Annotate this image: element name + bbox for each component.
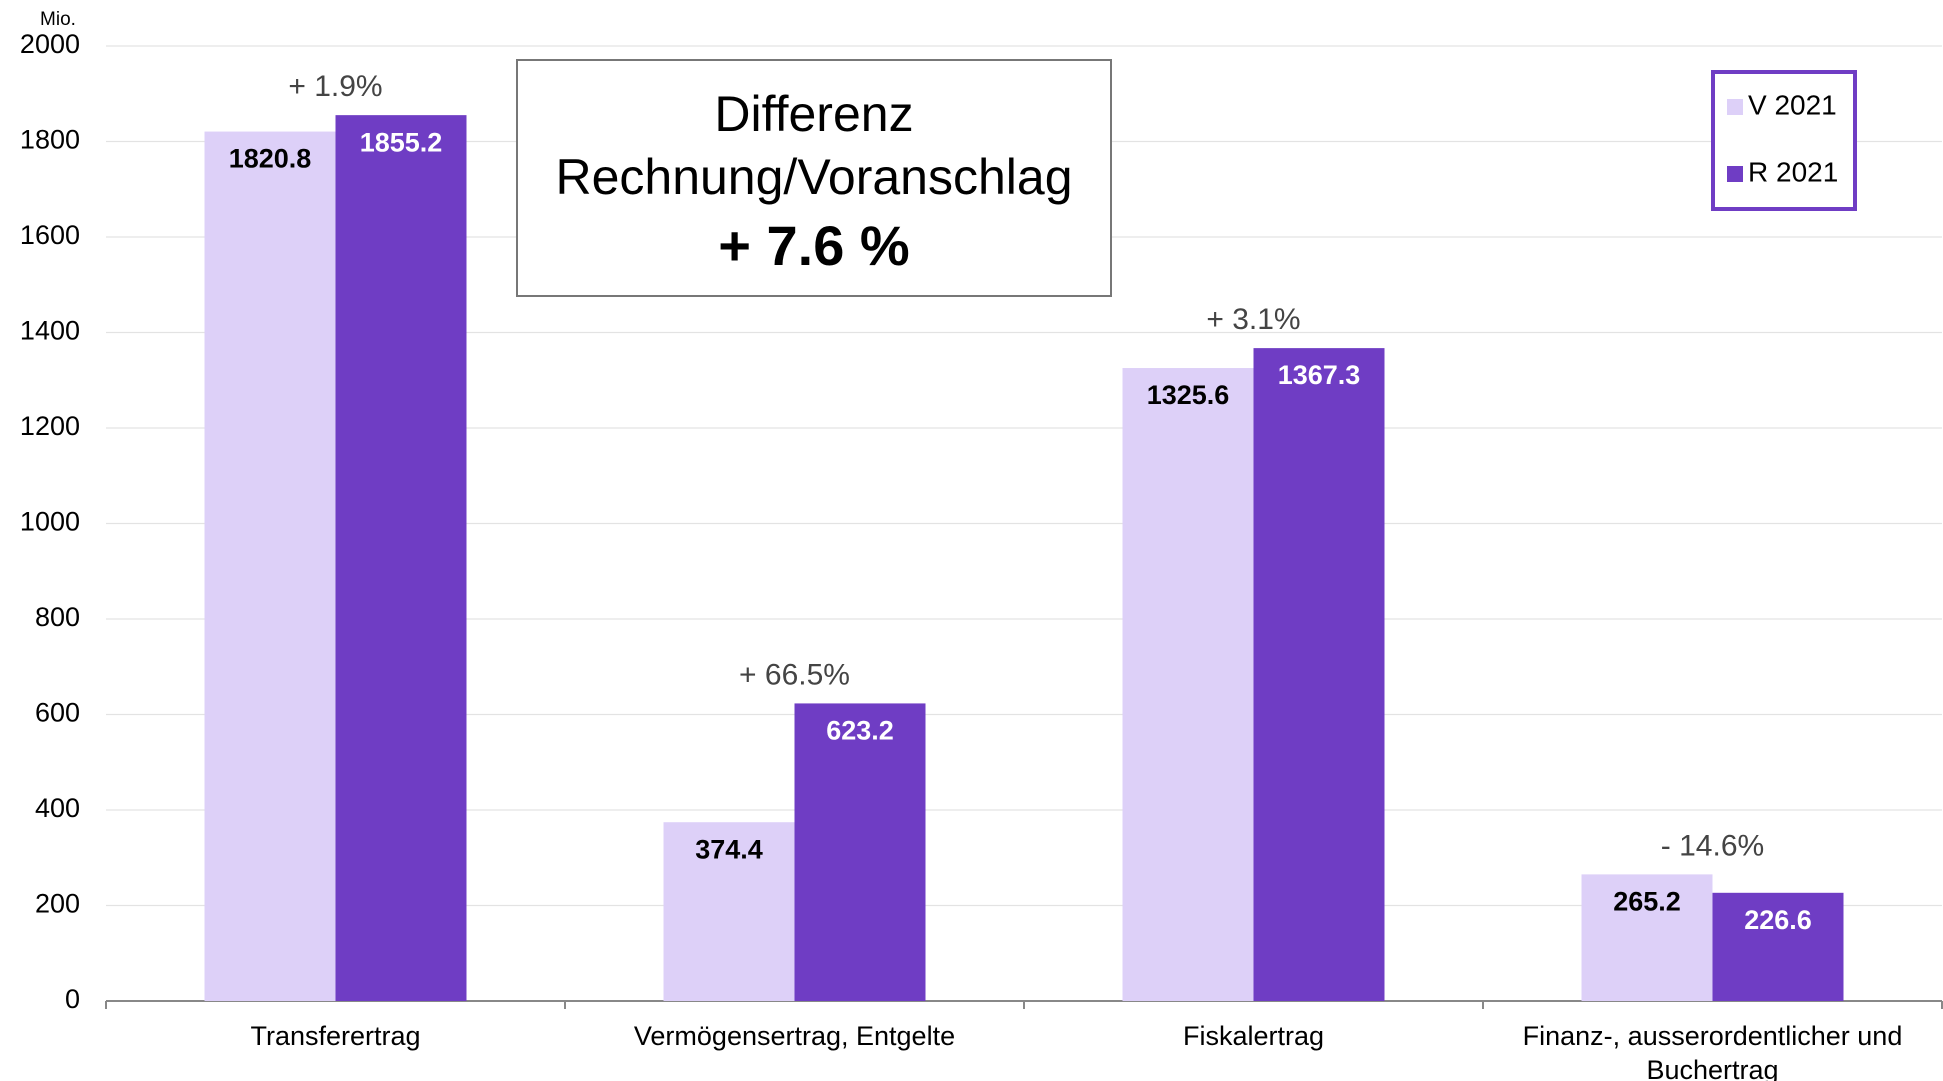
annotation: - 14.6% — [1661, 829, 1764, 862]
annotation: + 66.5% — [739, 658, 850, 691]
value-label: 1325.6 — [1147, 380, 1230, 410]
y-tick-label: 1200 — [20, 411, 80, 441]
value-label: 1820.8 — [229, 144, 312, 174]
bar — [1712, 892, 1844, 1001]
y-tick-label: 800 — [35, 602, 80, 632]
x-tick-label: Vermögensertrag, Entgelte — [633, 1021, 956, 1051]
y-tick-label: 200 — [35, 889, 80, 919]
value-label: 1855.2 — [360, 127, 443, 157]
y-tick-label: 2000 — [20, 29, 80, 59]
x-tick-label: Transferertrag — [250, 1021, 421, 1051]
legend-frame — [1711, 70, 1857, 211]
bar — [1581, 874, 1713, 1001]
x-tick-label: Finanz-, ausserordentlicher und Buchertr… — [1522, 1021, 1903, 1081]
bar — [1122, 368, 1254, 1001]
value-label: 374.4 — [695, 834, 763, 864]
value-label: 623.2 — [826, 716, 894, 746]
y-tick-label: 1000 — [20, 507, 80, 537]
bar — [794, 703, 926, 1001]
bar — [1253, 348, 1385, 1001]
bar — [204, 131, 336, 1001]
y-tick-label: 1800 — [20, 125, 80, 155]
bar — [663, 822, 795, 1001]
x-tick-label: Fiskalertrag — [1182, 1021, 1325, 1051]
textbox-line: Rechnung/Voranschlag — [555, 149, 1072, 205]
legend-label: V 2021 — [1748, 89, 1837, 120]
y-tick-label: 1600 — [20, 220, 80, 250]
value-label: 265.2 — [1613, 886, 1681, 916]
bar — [335, 115, 467, 1002]
annotation: + 1.9% — [288, 70, 382, 103]
textbox-line: Differenz — [714, 86, 913, 142]
value-label: 226.6 — [1744, 905, 1812, 935]
legend-swatch — [1727, 99, 1743, 115]
textbox-line: + 7.6 % — [718, 214, 909, 277]
y-tick-label: 400 — [35, 793, 80, 823]
textbox-frame — [516, 59, 1112, 297]
legend-swatch — [1727, 166, 1743, 182]
annotation: + 3.1% — [1206, 303, 1300, 336]
value-label: 1367.3 — [1278, 360, 1361, 390]
y-tick-label: 0 — [65, 984, 80, 1014]
legend-label: R 2021 — [1748, 156, 1838, 187]
y-tick-label: 600 — [35, 698, 80, 728]
y-tick-label: 1400 — [20, 316, 80, 346]
y-unit: Mio. — [40, 9, 76, 30]
